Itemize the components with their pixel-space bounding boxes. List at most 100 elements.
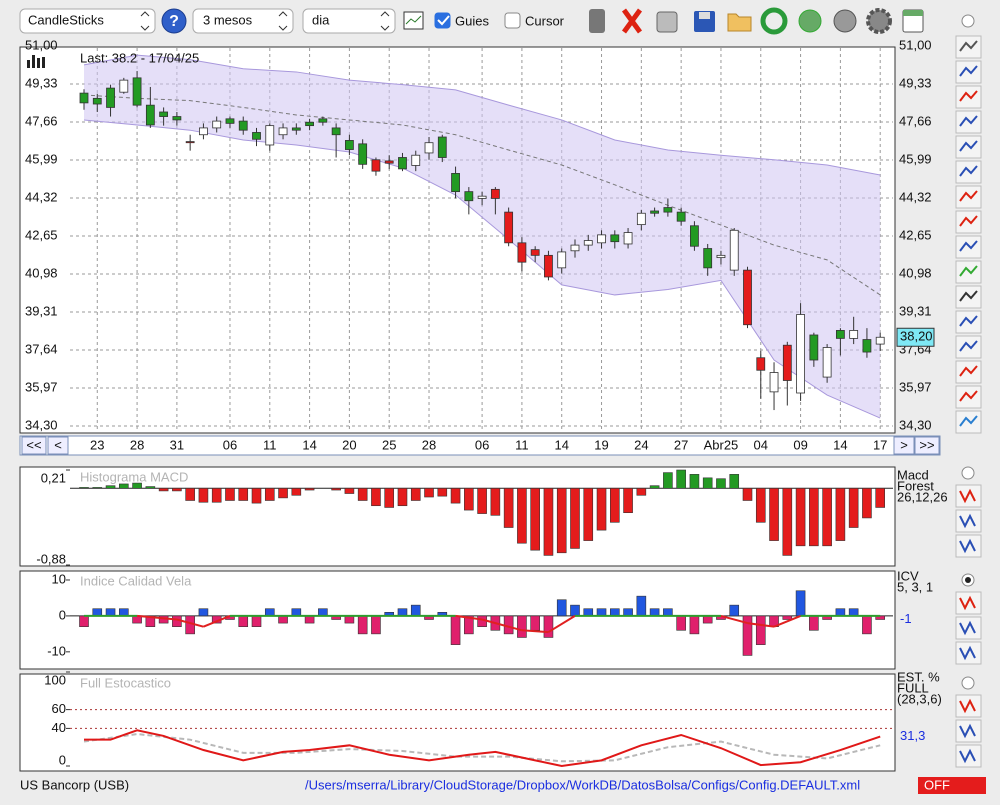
- y-tick-label: 42,65: [25, 227, 58, 242]
- bar: [437, 488, 448, 497]
- candle-body: [344, 140, 354, 150]
- radio-button: [961, 14, 975, 28]
- bar: [145, 486, 156, 489]
- currency-icon[interactable]: [833, 9, 857, 33]
- bar: [371, 488, 381, 507]
- bar: [79, 487, 89, 489]
- y-tick-label-right: 47,66: [899, 113, 932, 128]
- bar: [663, 608, 673, 617]
- next-button[interactable]: [893, 436, 915, 455]
- print-icon[interactable]: [656, 11, 678, 33]
- y-tick-label-right: 51,00: [899, 37, 932, 52]
- tool-glyph: [959, 488, 976, 504]
- period-select[interactable]: [192, 8, 294, 34]
- y-tick-label-right: 40,98: [899, 265, 932, 280]
- previous-button[interactable]: [47, 436, 69, 455]
- y-tick-label-right: 49,33: [899, 75, 932, 90]
- tool-glyph: [959, 40, 978, 52]
- tool-button: [955, 410, 982, 434]
- interval-select[interactable]: [302, 8, 396, 34]
- bar: [304, 488, 315, 491]
- candle-body: [756, 357, 766, 371]
- signal-line: [136, 614, 177, 621]
- chart-type-select[interactable]: [19, 8, 156, 34]
- bar: [132, 482, 142, 489]
- tool-glyph: [959, 215, 978, 227]
- x-tick-label: 19: [594, 437, 608, 452]
- bar: [596, 608, 607, 617]
- panel-label: Macd: [897, 467, 929, 482]
- signal-line: [203, 614, 231, 628]
- y-tick-label: 45,99: [25, 151, 58, 166]
- bar: [663, 472, 673, 489]
- candle-body: [185, 141, 195, 144]
- candle-body: [79, 92, 89, 104]
- candle-body: [570, 244, 580, 252]
- status-symbol: US Bancorp (USB): [20, 777, 129, 792]
- radio-button: [961, 676, 975, 690]
- y-tick-label: 39,31: [25, 303, 58, 318]
- help-button[interactable]: [161, 8, 187, 34]
- refresh-icon[interactable]: [760, 7, 788, 35]
- bar: [636, 595, 647, 617]
- candle-body: [743, 269, 752, 326]
- x-tick-label: 17: [873, 437, 887, 452]
- candle-body: [398, 157, 407, 170]
- tool-glyph: [959, 65, 978, 77]
- first-button[interactable]: [21, 436, 47, 455]
- last-button[interactable]: [914, 436, 940, 455]
- y-tick-label: -0,88: [36, 551, 66, 566]
- bar: [344, 488, 355, 494]
- status-path[interactable]: /Users/mserra/Library/CloudStorage/Dropb…: [305, 777, 860, 792]
- candle-body: [822, 347, 832, 378]
- tool-glyph: [959, 698, 976, 714]
- signal-line: [176, 618, 204, 628]
- tool-glyph: [959, 140, 978, 152]
- candle-body: [769, 372, 779, 393]
- open-icon[interactable]: [727, 13, 752, 32]
- candle-body: [663, 207, 673, 213]
- bar: [264, 488, 275, 501]
- bar: [543, 488, 554, 556]
- bar: [570, 604, 580, 617]
- bar: [875, 488, 886, 508]
- bar: [464, 488, 474, 511]
- tool-glyph: [959, 290, 978, 302]
- bar: [371, 615, 381, 635]
- x-tick-label: 09: [793, 437, 807, 452]
- interval-text: dia: [312, 12, 330, 27]
- candle-body: [238, 120, 248, 131]
- x-tick-label: 23: [90, 437, 104, 452]
- stochastic-d: [83, 733, 881, 763]
- panel-label: ICV: [897, 568, 919, 583]
- signal-line: [547, 615, 576, 633]
- tool-button: [955, 135, 982, 159]
- bar: [331, 488, 341, 491]
- candle-body: [597, 234, 606, 244]
- candle-body: [451, 173, 460, 193]
- date-bar: [19, 435, 941, 456]
- bar: [742, 615, 753, 656]
- mode-badge[interactable]: [918, 777, 986, 794]
- sync-icon[interactable]: [798, 9, 822, 33]
- candle-body: [172, 116, 182, 121]
- tool-button: [955, 285, 982, 309]
- checkmark: [437, 15, 450, 26]
- tool-glyph: [959, 595, 976, 611]
- panel-label: 5, 3, 1: [897, 579, 933, 594]
- guides-checkbox[interactable]: [434, 12, 451, 29]
- candle-body: [809, 334, 819, 361]
- delete-icon[interactable]: [621, 8, 643, 34]
- settings-icon[interactable]: [866, 8, 892, 34]
- bar: [729, 474, 740, 489]
- bar: [251, 488, 262, 504]
- bar: [92, 487, 103, 489]
- y-tick-label: 40: [52, 720, 66, 735]
- bar: [623, 608, 633, 617]
- cursor-checkbox[interactable]: [504, 12, 521, 29]
- candle-body: [384, 160, 394, 164]
- bar: [676, 615, 686, 631]
- bar: [795, 590, 806, 617]
- trash-icon[interactable]: [589, 9, 605, 33]
